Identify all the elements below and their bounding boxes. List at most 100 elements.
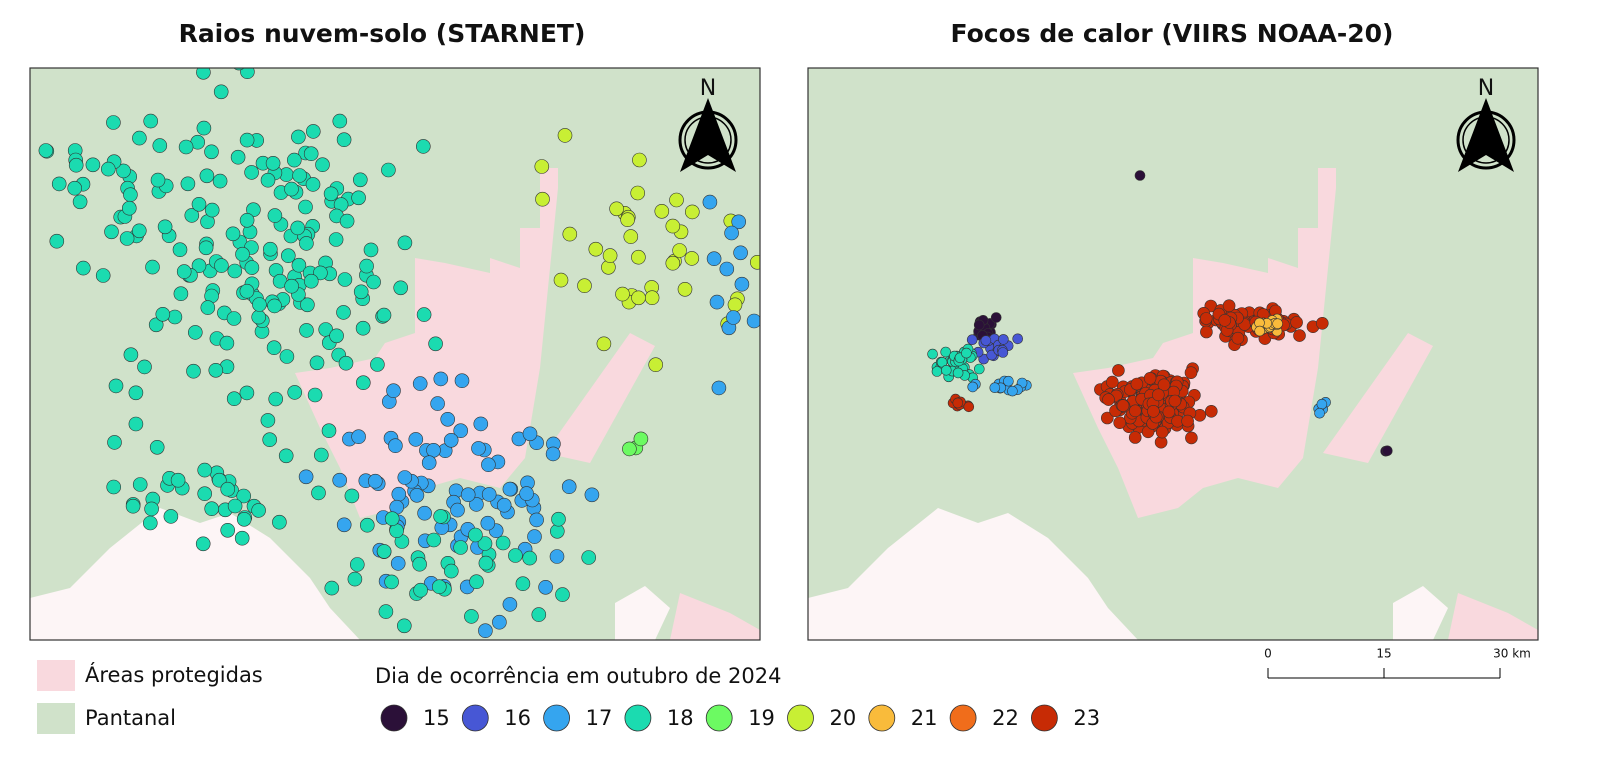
event-dot	[1003, 375, 1014, 387]
event-dot	[225, 226, 241, 242]
event-dot	[239, 385, 255, 401]
legend-day: 18	[667, 706, 694, 730]
event-dot	[555, 587, 570, 602]
event-dot	[997, 347, 1009, 358]
event-dot	[199, 168, 215, 184]
event-dot	[347, 571, 363, 587]
event-dot	[473, 416, 489, 432]
event-dot	[180, 176, 196, 192]
event-dot	[961, 347, 972, 359]
event-dot	[85, 157, 101, 173]
event-dot	[125, 498, 141, 514]
event-dot	[433, 371, 449, 387]
event-dot	[1105, 375, 1119, 389]
event-dot	[315, 157, 330, 172]
event-dot	[305, 124, 321, 139]
event-dot	[268, 391, 283, 407]
legend-day: 17	[586, 706, 613, 730]
event-dot	[363, 242, 379, 258]
event-dot	[515, 576, 531, 592]
event-dot	[746, 313, 760, 329]
map-panel	[29, 67, 761, 641]
event-dot	[471, 441, 486, 456]
event-dot	[495, 535, 511, 551]
event-dot	[106, 115, 121, 130]
event-dot	[291, 257, 307, 273]
event-dot	[349, 557, 365, 572]
event-dot	[731, 214, 747, 230]
event-dot	[711, 380, 727, 396]
event-dot	[303, 146, 319, 161]
event-dot	[1102, 393, 1115, 406]
event-dot	[366, 274, 381, 290]
event-dot	[337, 272, 353, 287]
panel-title: Raios nuvem-solo (STARNET)	[179, 19, 586, 48]
event-dot	[702, 194, 718, 210]
event-dot	[336, 305, 351, 320]
event-dot	[534, 159, 550, 174]
event-dot	[1184, 366, 1198, 380]
event-dot	[226, 391, 242, 407]
event-dot	[428, 336, 443, 352]
event-dot	[344, 488, 360, 504]
event-dot	[220, 522, 235, 538]
event-dot	[1231, 331, 1245, 345]
event-dot	[266, 340, 282, 356]
event-dot	[1012, 333, 1023, 345]
event-dot	[381, 162, 396, 178]
event-dot	[265, 156, 281, 171]
legend-day: 16	[504, 706, 531, 730]
event-dot	[529, 512, 544, 528]
event-dot	[433, 509, 448, 524]
event-dot	[167, 309, 183, 325]
event-dot	[430, 396, 445, 411]
event-dot	[351, 190, 366, 206]
event-dot	[143, 113, 158, 129]
event-dot	[724, 225, 739, 241]
event-dot	[197, 462, 212, 478]
event-dot	[609, 201, 624, 217]
event-dot	[355, 320, 371, 336]
event-dot	[355, 375, 371, 391]
event-dot	[750, 255, 760, 270]
event-dot	[116, 163, 131, 179]
event-dot	[386, 383, 401, 399]
event-dot	[1293, 329, 1306, 342]
event-dot	[68, 157, 84, 173]
event-dot	[577, 278, 592, 293]
event-dot	[145, 259, 160, 275]
event-dot	[329, 328, 344, 344]
event-dot	[952, 367, 964, 379]
event-dot	[370, 357, 385, 372]
scale-label: 30 km	[1493, 647, 1531, 661]
legend-dot	[949, 704, 977, 732]
event-dot	[620, 212, 635, 227]
event-dot	[469, 497, 484, 512]
event-dot	[376, 307, 392, 323]
event-dot	[684, 204, 700, 220]
event-dot	[172, 242, 188, 257]
panel-title: Focos de calor (VIIRS NOAA-20)	[951, 19, 1394, 48]
event-dot	[632, 152, 647, 168]
event-dot	[226, 311, 242, 326]
event-dot	[298, 199, 313, 215]
event-dot	[260, 172, 276, 188]
event-dot	[191, 258, 207, 273]
event-dot	[272, 514, 287, 530]
event-dot	[307, 387, 323, 403]
event-dot	[119, 231, 135, 246]
event-dot	[519, 486, 534, 501]
event-dot	[1272, 318, 1283, 329]
event-dot	[144, 501, 159, 517]
event-dot	[963, 401, 975, 413]
event-dot	[213, 84, 229, 100]
event-dot	[101, 161, 116, 177]
event-dot	[980, 335, 992, 346]
event-dot	[324, 580, 340, 596]
event-dot	[236, 488, 251, 504]
event-dot	[163, 509, 179, 524]
event-dot	[468, 527, 483, 543]
event-dot	[672, 243, 687, 258]
legend-swatch	[37, 660, 75, 691]
event-dot	[230, 149, 246, 165]
